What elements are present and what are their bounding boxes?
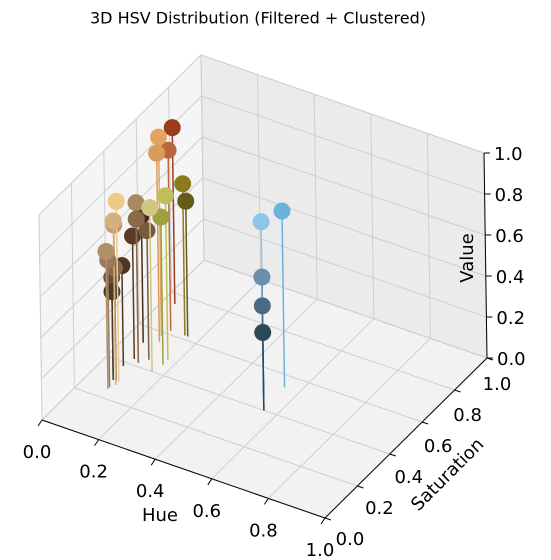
x-axis-line xyxy=(41,419,326,519)
stem xyxy=(105,251,109,389)
y-tick-label: 0.4 xyxy=(394,467,423,488)
point xyxy=(150,128,168,146)
point xyxy=(174,175,192,193)
x-tick-label: 0.4 xyxy=(136,481,165,502)
labels: 0.00.20.40.60.81.00.00.20.40.60.81.00.00… xyxy=(23,144,526,560)
y-tick-label: 0.6 xyxy=(424,436,453,457)
y-tick xyxy=(324,517,332,521)
stem xyxy=(106,260,111,388)
grid-line xyxy=(74,387,358,487)
grid-line xyxy=(154,298,318,460)
point xyxy=(253,297,271,315)
point xyxy=(104,212,122,230)
grid-line xyxy=(39,136,203,298)
stem xyxy=(184,201,189,337)
x-tick xyxy=(207,478,213,486)
y-tick-label: 0.2 xyxy=(365,498,394,519)
z-tick-label: 1.0 xyxy=(494,144,523,165)
grid-line xyxy=(426,133,431,339)
z-axis-label: Value xyxy=(457,233,478,282)
point xyxy=(148,144,166,162)
point xyxy=(141,199,159,217)
point xyxy=(163,119,181,137)
panes xyxy=(38,53,488,519)
y-tick xyxy=(389,453,396,457)
stem xyxy=(131,236,136,360)
stem xyxy=(160,217,164,365)
stem xyxy=(281,210,286,388)
point xyxy=(156,187,174,205)
stem xyxy=(155,153,161,342)
grid-line xyxy=(139,323,423,423)
grid-line xyxy=(203,218,487,318)
stem xyxy=(157,137,163,337)
z-tick-label: 0.4 xyxy=(496,267,525,288)
z-tick-label: 0.8 xyxy=(495,185,524,206)
x-axis-label: Hue xyxy=(142,505,178,526)
grid-line xyxy=(171,291,455,391)
point xyxy=(127,210,145,228)
x-tick xyxy=(263,498,269,505)
x-tick xyxy=(150,458,156,466)
y-tick xyxy=(357,485,364,489)
grid-line xyxy=(70,182,75,389)
stem xyxy=(135,219,140,363)
y-tick xyxy=(422,421,429,425)
point xyxy=(107,192,125,210)
grid-line xyxy=(202,177,486,277)
grid-line xyxy=(257,74,262,280)
grid-line xyxy=(211,318,375,480)
grid xyxy=(37,54,494,525)
x-tick-label: 0.6 xyxy=(192,501,221,522)
stem xyxy=(115,201,120,382)
grid-line xyxy=(106,355,390,455)
x-tick xyxy=(37,419,43,427)
grid-line xyxy=(268,338,431,499)
grid-line xyxy=(313,94,318,300)
grid-line xyxy=(201,95,485,195)
y-tick-label: 0.8 xyxy=(453,405,482,426)
grid-line xyxy=(202,136,486,236)
grid-line xyxy=(203,259,488,359)
point xyxy=(127,194,145,212)
grid-line xyxy=(38,214,43,421)
point xyxy=(97,242,115,260)
point xyxy=(252,213,270,231)
point xyxy=(254,323,272,341)
z-tick-label: 0.0 xyxy=(497,349,526,370)
y-tick xyxy=(454,389,461,393)
x-tick-label: 0.0 xyxy=(23,442,52,463)
x-tick-label: 0.8 xyxy=(249,520,278,541)
stem xyxy=(121,265,125,367)
stem xyxy=(111,291,114,380)
y-tick-label: 0.0 xyxy=(336,529,365,550)
point xyxy=(124,227,141,245)
x-tick-label: 1.0 xyxy=(306,540,335,560)
x-tick xyxy=(94,439,100,446)
stem xyxy=(167,150,172,331)
grid-line xyxy=(370,113,375,319)
chart-title: 3D HSV Distribution (Filtered + Clustere… xyxy=(90,9,426,28)
point xyxy=(273,202,291,220)
y-axis-line xyxy=(324,357,488,519)
x-tick xyxy=(320,517,326,525)
x-tick-label: 0.2 xyxy=(79,462,108,483)
point xyxy=(152,208,170,226)
z-tick-label: 0.6 xyxy=(495,226,524,247)
grid-line xyxy=(98,279,261,440)
stem xyxy=(148,207,153,372)
grid-line xyxy=(38,54,202,216)
stem xyxy=(261,332,265,411)
stem xyxy=(146,230,150,360)
point xyxy=(138,222,156,240)
y-tick-label: 1.0 xyxy=(483,374,512,395)
z-tick-label: 0.2 xyxy=(496,308,525,329)
grid-line xyxy=(200,54,485,154)
grid-line xyxy=(200,54,205,261)
point xyxy=(253,268,271,286)
point xyxy=(177,192,195,210)
marks xyxy=(97,119,291,411)
z-axis-line xyxy=(483,152,488,359)
